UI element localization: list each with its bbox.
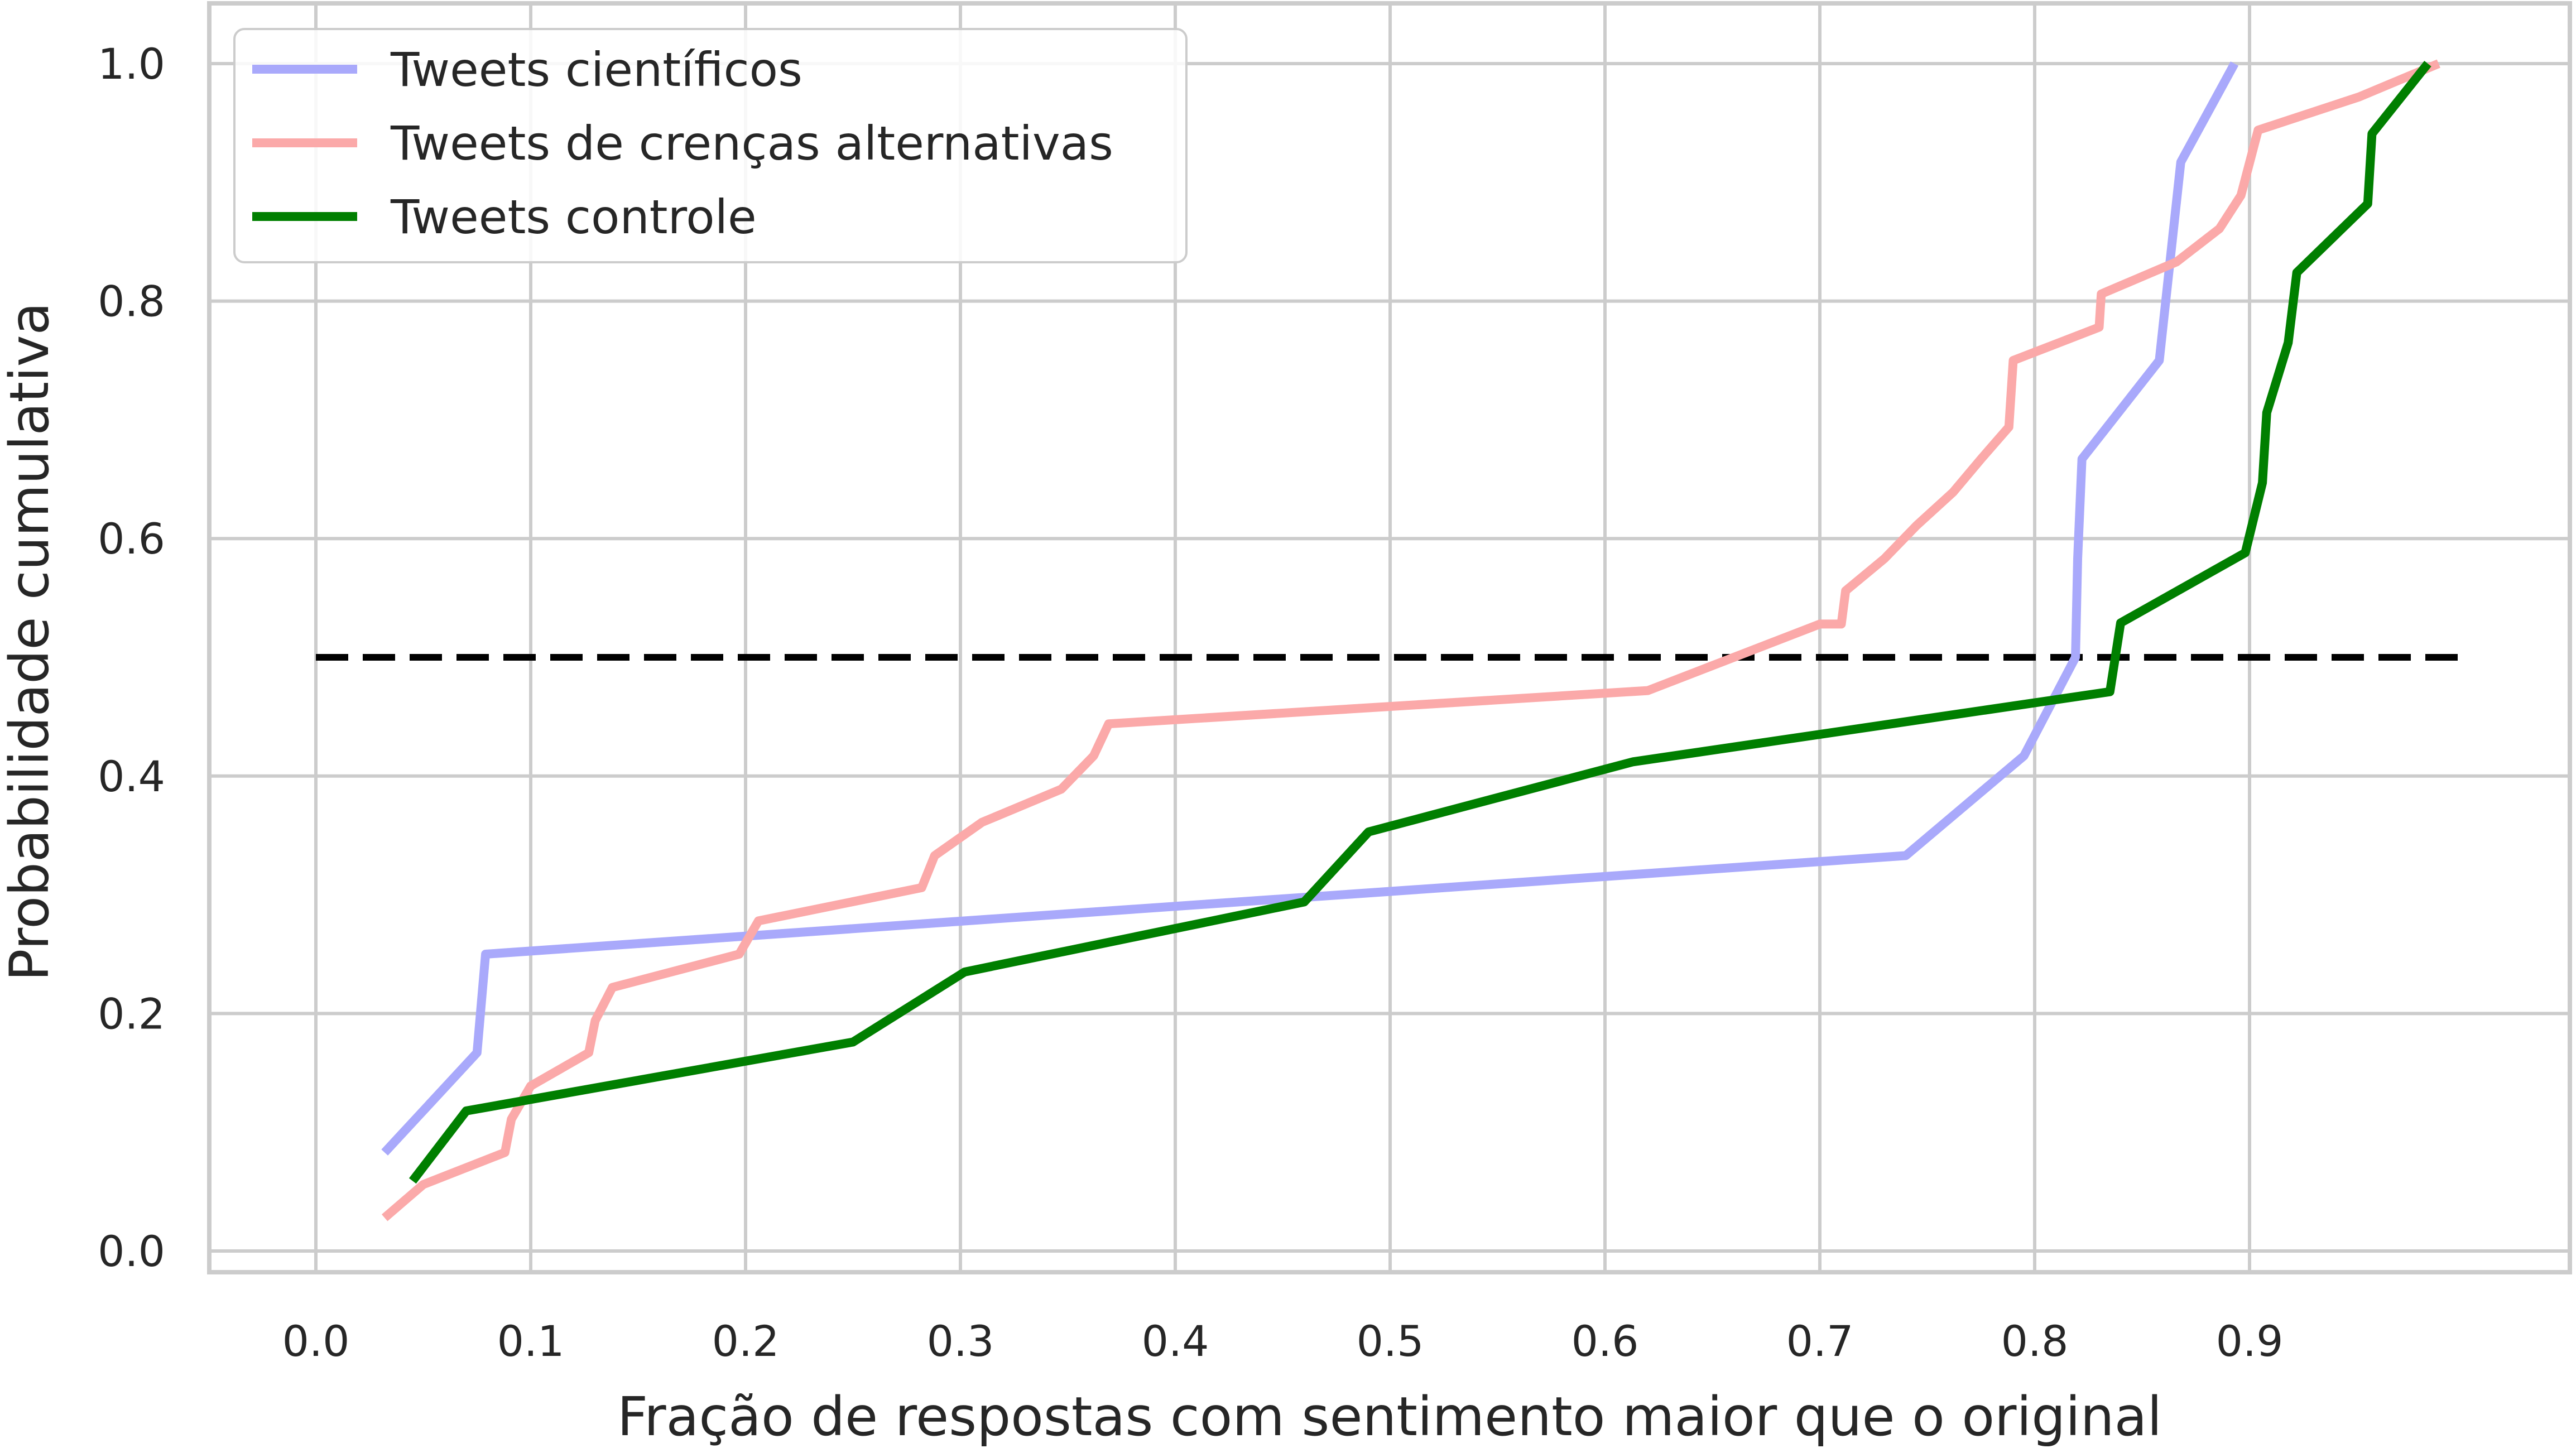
y-axis-label: Probabilidade cumulativa [0, 302, 61, 982]
series-line-crencas-alternativas [381, 59, 2440, 1221]
x-tick-label: 0.7 [1786, 1316, 1854, 1366]
series-line-cientificos [381, 61, 2239, 1156]
x-tick-label: 0.1 [497, 1316, 565, 1366]
x-tick-label: 0.8 [2001, 1316, 2069, 1366]
y-tick-label: 0.8 [98, 277, 165, 326]
x-tick-label: 0.5 [1357, 1316, 1424, 1366]
x-tick-label: 0.0 [282, 1316, 350, 1366]
series-line-controle [408, 61, 2431, 1184]
plot-frame [207, 1, 2572, 1274]
legend-entry-crencas-alternativas: Tweets de crenças alternativas [390, 116, 1113, 171]
legend-entry-controle: Tweets controle [390, 190, 757, 244]
y-tick-label: 0.0 [98, 1226, 165, 1276]
y-tick-label: 0.6 [98, 514, 165, 564]
x-tick-label: 0.4 [1142, 1316, 1209, 1366]
legend: Tweets científicos Tweets de crenças alte… [233, 28, 1188, 263]
legend-entry-cientificos: Tweets científicos [390, 42, 802, 97]
x-tick-label: 0.3 [927, 1316, 994, 1366]
x-axis-label: Fração de respostas com sentimento maior… [617, 1385, 2162, 1448]
legend-frame [233, 28, 1188, 263]
x-tick-labels: 0.0 0.1 0.2 0.3 0.4 0.5 0.6 0.7 0.8 0.9 [282, 1316, 2284, 1366]
y-tick-label: 0.2 [98, 989, 165, 1038]
y-tick-label: 1.0 [98, 39, 165, 89]
y-tick-labels: 0.0 0.2 0.4 0.6 0.8 1.0 [98, 39, 165, 1276]
x-tick-label: 0.6 [1571, 1316, 1639, 1366]
x-tick-label: 0.9 [2216, 1316, 2284, 1366]
y-tick-label: 0.4 [98, 752, 165, 801]
series-group [381, 59, 2440, 1221]
x-tick-label: 0.2 [712, 1316, 780, 1366]
